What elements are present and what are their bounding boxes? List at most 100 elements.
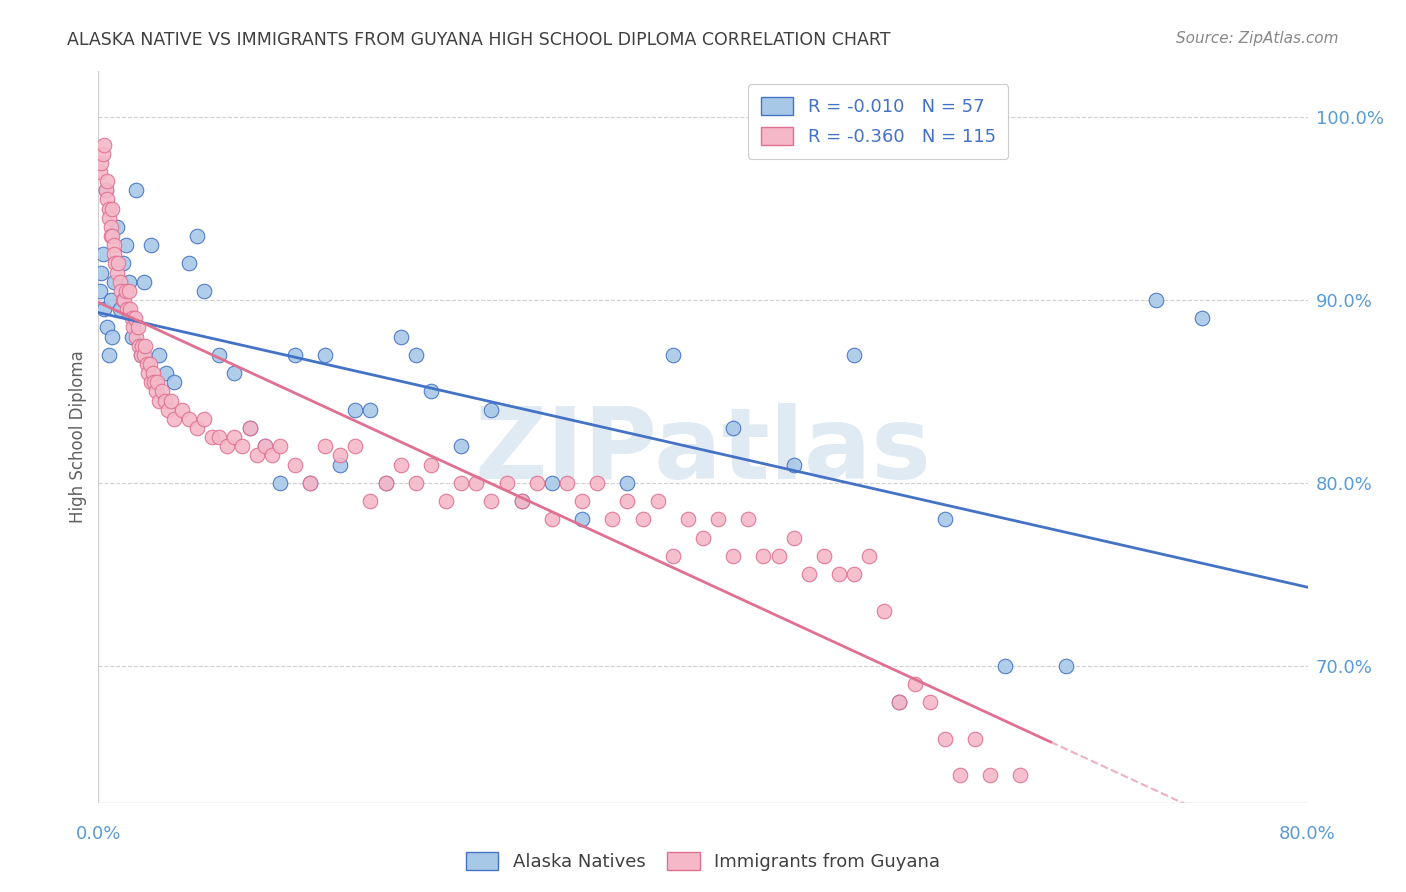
Point [111,293,134,307]
Point [934,731,956,746]
Point [104,256,127,270]
Point [145,384,167,399]
Point [676,512,699,526]
Point [647,494,669,508]
Point [299,475,322,490]
Point [571,494,593,508]
Point [127,320,149,334]
Point [141,375,163,389]
Point [132,275,155,289]
Point [96,192,118,206]
Point [105,265,128,279]
Point [510,494,533,508]
Point [314,348,336,362]
Point [465,475,488,490]
Point [616,494,638,508]
Point [132,348,155,362]
Point [120,301,142,316]
Point [389,329,412,343]
Point [360,494,382,508]
Point [994,805,1017,819]
Text: 80.0%: 80.0% [1279,825,1336,843]
Point [723,549,745,563]
Point [844,348,866,362]
Point [201,430,224,444]
Point [91,247,114,261]
Point [148,348,170,362]
Point [100,219,122,234]
Point [1010,768,1032,782]
Text: 0.0%: 0.0% [76,825,121,843]
Point [723,421,745,435]
Point [434,494,457,508]
Point [148,393,170,408]
Point [115,301,138,316]
Point [129,348,152,362]
Point [481,402,503,417]
Point [797,567,820,582]
Point [374,475,396,490]
Point [101,329,124,343]
Point [101,202,124,216]
Point [374,475,396,490]
Point [128,338,150,352]
Legend: R = -0.010   N = 57, R = -0.360   N = 115: R = -0.010 N = 57, R = -0.360 N = 115 [748,84,1008,159]
Point [108,275,131,289]
Point [994,658,1017,673]
Point [616,475,638,490]
Point [193,411,215,425]
Point [94,183,117,197]
Point [101,228,124,243]
Point [262,448,284,462]
Point [114,284,136,298]
Point [344,402,367,417]
Point [269,475,291,490]
Point [160,393,183,408]
Point [118,275,141,289]
Text: Source: ZipAtlas.com: Source: ZipAtlas.com [1175,31,1339,46]
Point [495,475,517,490]
Point [98,348,121,362]
Point [108,301,131,316]
Point [631,512,654,526]
Point [239,421,262,435]
Point [360,402,382,417]
Point [844,567,866,582]
Point [284,348,307,362]
Y-axis label: High School Diploma: High School Diploma [69,351,87,524]
Point [602,512,624,526]
Point [1024,805,1046,819]
Point [329,448,352,462]
Point [752,549,775,563]
Point [344,439,367,453]
Point [965,731,987,746]
Point [131,338,153,352]
Point [100,293,122,307]
Point [121,311,143,326]
Point [239,421,262,435]
Point [783,531,806,545]
Point [186,228,208,243]
Point [692,531,714,545]
Point [783,458,806,472]
Point [813,549,835,563]
Point [661,549,683,563]
Point [111,256,134,270]
Point [89,165,111,179]
Point [98,211,121,225]
Point [142,366,165,380]
Point [146,375,169,389]
Point [103,247,125,261]
Point [114,238,136,252]
Point [1144,293,1167,307]
Point [246,448,269,462]
Point [889,695,911,709]
Point [93,137,115,152]
Point [224,366,246,380]
Point [949,768,972,782]
Point [186,421,208,435]
Text: ZIPatlas: ZIPatlas [475,403,931,500]
Point [93,301,115,316]
Point [918,695,941,709]
Point [768,549,790,563]
